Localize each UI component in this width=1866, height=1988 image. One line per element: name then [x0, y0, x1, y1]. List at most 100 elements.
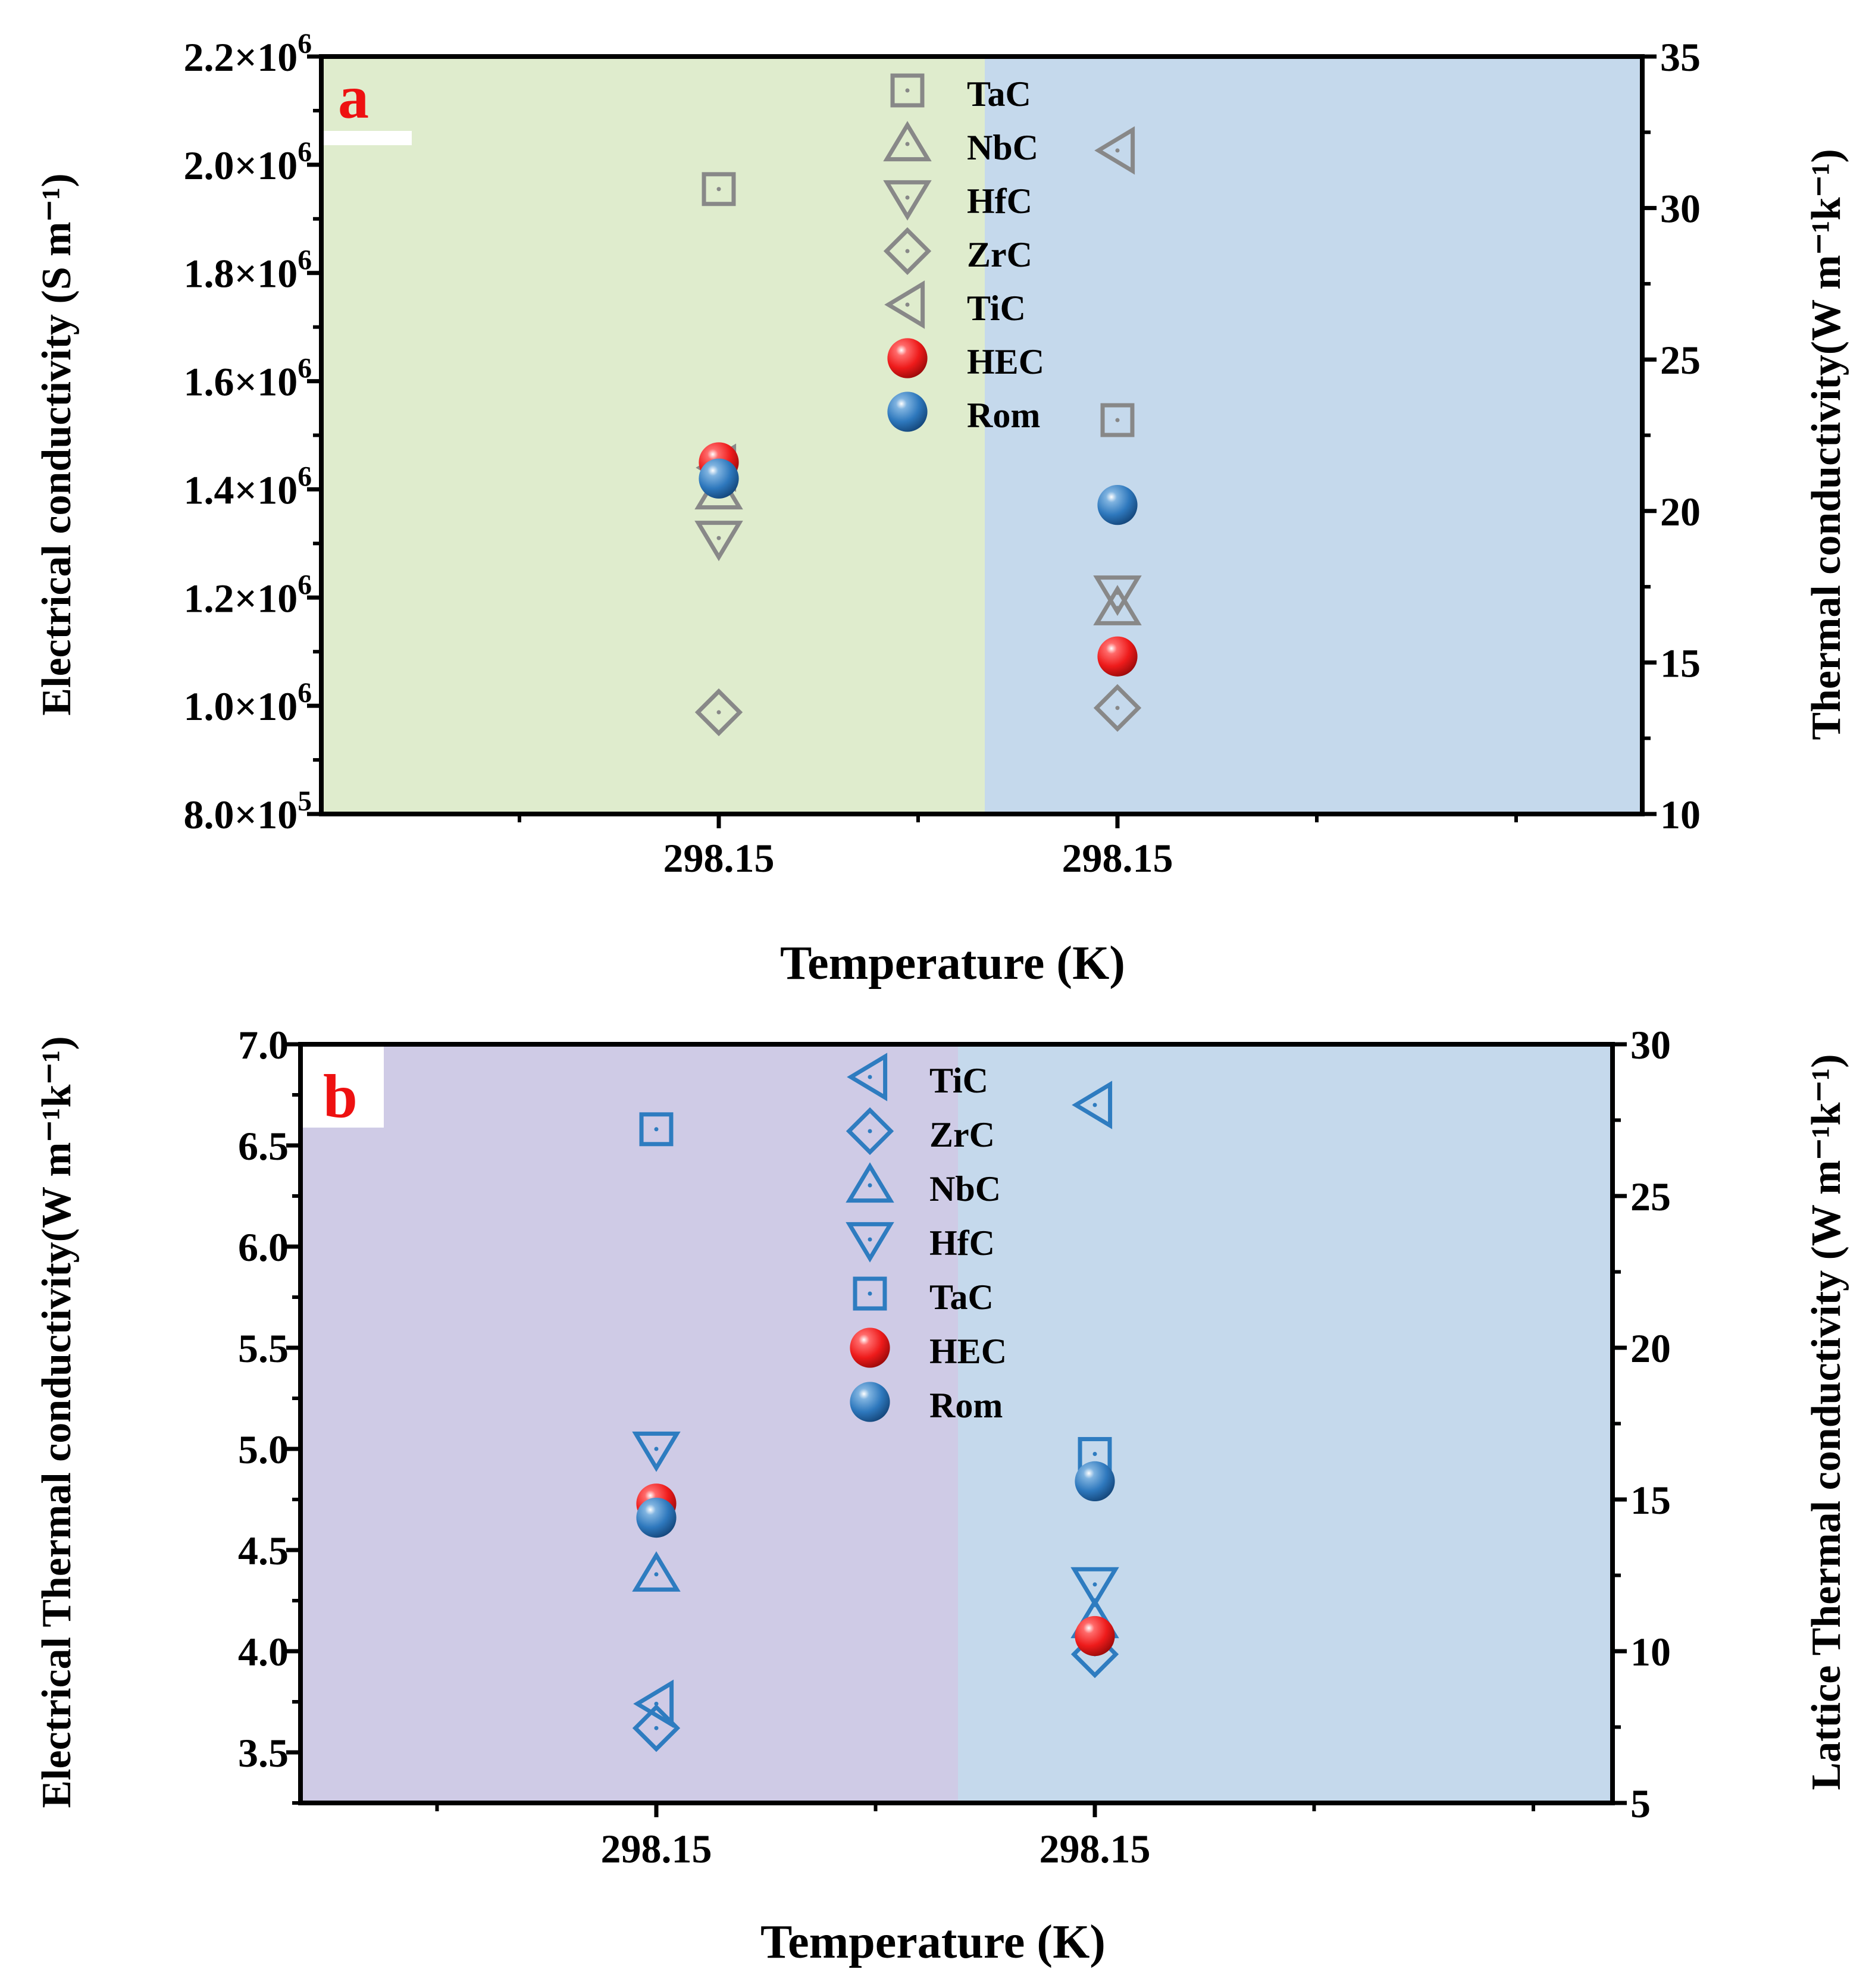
left-tick-label: 7.0 — [238, 1022, 289, 1067]
left-tick-label: 5.5 — [238, 1326, 289, 1371]
x-tick-label: 298.15 — [601, 1826, 712, 1871]
point-tic-right — [1094, 126, 1135, 175]
right-tick-label: 10 — [1630, 1629, 1671, 1674]
legend-label-rom: Rom — [967, 396, 1040, 435]
left-tick-label: 6.5 — [238, 1123, 289, 1169]
legend-marker-zrc — [846, 1107, 894, 1156]
panel-b-left-axis-title: Electrical Thermal conductivity(W m⁻¹k⁻¹… — [34, 1036, 80, 1808]
panel-b-background-left — [300, 1044, 958, 1803]
legend-marker-tic — [847, 1053, 888, 1101]
right-tick-label: 30 — [1660, 186, 1701, 231]
legend-label-hfc: HfC — [929, 1223, 995, 1263]
right-tick-label: 5 — [1630, 1781, 1651, 1826]
legend-marker-nbc — [883, 121, 932, 162]
legend-label-rom: Rom — [929, 1386, 1003, 1425]
point-zrc-left — [632, 1704, 681, 1752]
panel-a-right-axis-title: Thermal conductivity(W m⁻¹k⁻¹) — [1804, 149, 1849, 740]
point-tic-right — [1072, 1081, 1113, 1129]
right-tick-label: 25 — [1660, 337, 1701, 383]
x-tick-label: 298.15 — [1062, 835, 1173, 881]
right-tick-label: 25 — [1630, 1174, 1671, 1219]
legend-label-tac: TaC — [967, 74, 1031, 114]
x-tick-label: 298.15 — [1040, 1826, 1151, 1871]
panel-a-background-left — [321, 57, 985, 814]
point-rom-right — [1075, 1461, 1115, 1501]
point-tac-left — [639, 1112, 674, 1147]
legend-marker-tac — [853, 1276, 887, 1311]
legend-label-tac: TaC — [929, 1278, 994, 1317]
point-zrc-left — [694, 688, 743, 737]
point-hfc-right — [1093, 575, 1142, 616]
point-rom-left — [699, 458, 739, 499]
left-tick-label: 1.4×106 — [183, 461, 312, 512]
point-rom-left — [636, 1498, 677, 1538]
legend-label-nbc: NbC — [967, 128, 1038, 167]
right-tick-label: 20 — [1630, 1326, 1671, 1371]
point-tic-left — [633, 1679, 674, 1729]
legend-label-tic: TiC — [929, 1061, 988, 1100]
legend-marker-nbc — [846, 1162, 894, 1203]
panel-b-right-axis-title: Lattice Thermal conductivity (W m⁻¹k⁻¹) — [1804, 1054, 1849, 1790]
panel-a-background-right — [985, 57, 1642, 814]
panel-a-ticks: 8.0×105 1.0×106 1.2×106 1.4×106 1.6×106 1.8×1… — [183, 29, 1701, 881]
left-tick-label: 3.5 — [238, 1730, 289, 1776]
left-tick-label: 1.6×106 — [183, 353, 312, 405]
panel-b-x-axis-title: Temperature (K) — [760, 1916, 1106, 1968]
point-rom-right — [1097, 485, 1138, 525]
panel-a: 8.0×105 1.0×106 1.2×106 1.4×106 1.6×106 1.8×1… — [34, 29, 1849, 990]
point-hec-right — [1075, 1616, 1115, 1657]
point-nbc-left — [632, 1551, 681, 1592]
panel-b-points — [632, 1081, 1119, 1752]
panel-a-label: a — [338, 63, 369, 132]
legend-label-zrc: ZrC — [967, 235, 1032, 274]
legend-marker-zrc — [883, 227, 932, 275]
left-tick-label: 8.0×105 — [183, 786, 312, 837]
panel-b-background-right — [958, 1044, 1613, 1803]
point-tac-left — [702, 172, 736, 206]
left-tick-label: 1.0×106 — [183, 678, 312, 729]
legend-marker-tic — [884, 280, 925, 329]
point-hfc-left — [632, 1431, 681, 1472]
panel-a-left-axis-title: Electrical conductivity (S m⁻¹) — [34, 173, 80, 715]
right-tick-label: 15 — [1660, 640, 1701, 685]
legend-label-tic: TiC — [967, 289, 1026, 328]
right-tick-label: 20 — [1660, 489, 1701, 534]
panel-a-x-axis-title: Temperature (K) — [780, 937, 1125, 990]
legend-marker-hfc — [883, 180, 932, 221]
legend-label-hec: HEC — [967, 342, 1044, 381]
panel-a-label-bg — [321, 131, 412, 145]
point-tac-right — [1100, 403, 1135, 437]
left-tick-label: 2.2×106 — [183, 29, 312, 80]
panel-a-legend: TaC NbC HfC ZrC TiC HEC Rom — [883, 73, 1044, 435]
legend-label-hfc: HfC — [967, 181, 1032, 221]
right-tick-label: 35 — [1660, 35, 1701, 80]
panel-b: 3.5 4.0 4.5 5.0 5.5 6.0 6.5 7.0 5 10 15 20 25 30 298.1… — [34, 1022, 1849, 1968]
left-tick-label: 4.0 — [238, 1629, 289, 1674]
panel-b-label: b — [323, 1062, 358, 1131]
left-tick-label: 4.5 — [238, 1528, 289, 1573]
left-tick-label: 1.8×106 — [183, 245, 312, 296]
legend-marker-hec — [850, 1328, 890, 1368]
panel-b-label-bg — [300, 1044, 384, 1128]
panel-b-legend: TiC ZrC NbC HfC TaC HEC Rom — [846, 1053, 1007, 1425]
right-tick-label: 15 — [1630, 1477, 1671, 1523]
panel-a-points — [694, 126, 1142, 737]
legend-marker-rom — [850, 1382, 890, 1422]
point-hfc-left — [694, 521, 743, 562]
legend-label-nbc: NbC — [929, 1169, 1001, 1209]
legend-marker-rom — [887, 392, 928, 432]
right-tick-label: 30 — [1630, 1022, 1671, 1067]
legend-marker-hfc — [846, 1222, 894, 1263]
left-tick-label: 6.0 — [238, 1225, 289, 1270]
left-tick-label: 2.0×106 — [183, 137, 312, 188]
x-tick-label: 298.15 — [663, 835, 775, 881]
legend-marker-hec — [887, 338, 928, 378]
right-tick-label: 10 — [1660, 792, 1701, 837]
legend-marker-tac — [890, 73, 925, 108]
panel-b-ticks: 3.5 4.0 4.5 5.0 5.5 6.0 6.5 7.0 5 10 15 20 25 30 298.1… — [238, 1022, 1671, 1871]
point-hec-right — [1097, 636, 1138, 677]
left-tick-label: 5.0 — [238, 1427, 289, 1472]
left-tick-label: 1.2×106 — [183, 569, 312, 621]
point-hfc-right — [1070, 1567, 1119, 1608]
